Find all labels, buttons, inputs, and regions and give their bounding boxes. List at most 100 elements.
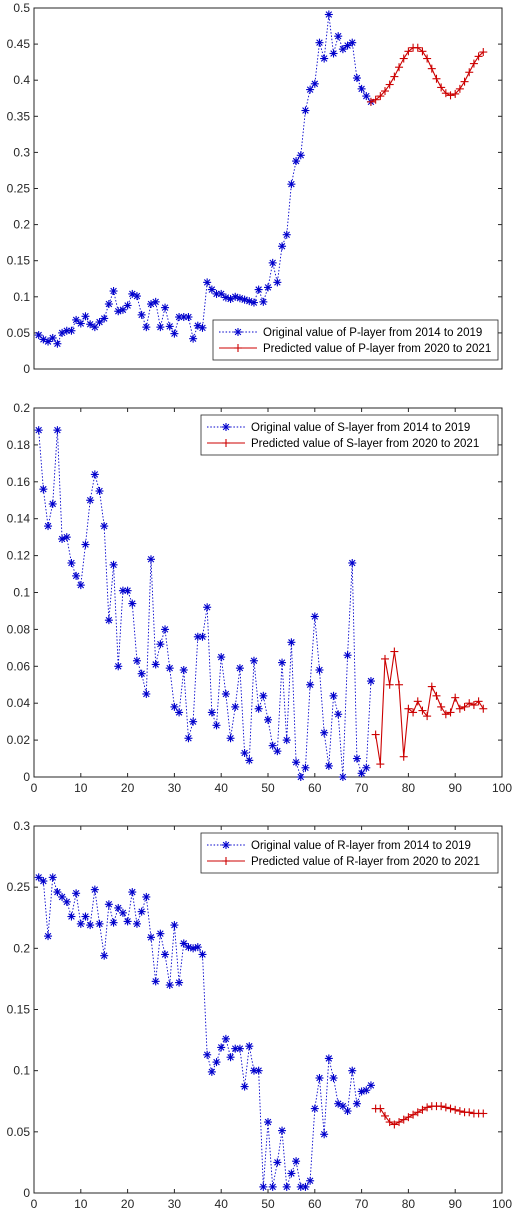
series-original (34, 873, 375, 1191)
y-tick-label: 0.08 (7, 622, 31, 636)
data-point (278, 658, 287, 667)
x-tick-label: 70 (355, 1197, 369, 1210)
data-point (395, 1118, 404, 1127)
data-point (207, 1067, 216, 1076)
y-tick-label: 0.3 (13, 819, 30, 833)
y-tick-label: 0.16 (7, 475, 31, 489)
data-point (310, 1104, 319, 1113)
data-point (357, 84, 366, 93)
data-point (324, 10, 333, 19)
data-point (409, 708, 418, 717)
data-point (352, 754, 361, 763)
data-point (381, 654, 389, 663)
data-point (184, 313, 193, 322)
y-tick-label: 0.05 (7, 1125, 31, 1139)
data-point (147, 933, 155, 942)
data-point (100, 951, 109, 960)
data-point (301, 763, 310, 772)
data-point (474, 697, 483, 706)
data-point (455, 1107, 464, 1116)
data-point (278, 1126, 287, 1135)
x-tick-label: 40 (215, 781, 229, 795)
data-point (348, 558, 357, 567)
y-tick-label: 0.05 (7, 326, 31, 340)
x-tick-label: 90 (449, 781, 463, 795)
data-point (385, 80, 394, 89)
data-point (381, 1111, 389, 1120)
x-tick-label: 10 (74, 1197, 88, 1210)
data-point (39, 877, 48, 886)
y-tick-label: 0.06 (7, 659, 31, 673)
data-point (343, 1107, 352, 1116)
series-original (34, 426, 375, 781)
data-point (465, 68, 474, 77)
p-layer-chart: 0 0.05 0.1 0.15 0.2 0.25 0.3 0.35 0.4 0.45 0.5 Orig… (7, 1, 503, 376)
data-point (315, 1074, 324, 1083)
data-point (95, 487, 104, 496)
data-point (76, 319, 85, 328)
data-point (362, 763, 371, 772)
y-tick-label: 0.3 (13, 145, 30, 159)
data-point (287, 180, 296, 189)
data-point (90, 885, 99, 894)
s-layer-chart: 0 0.02 0.04 0.06 0.08 0.1 0.12 0.14 0.16 0.18 0.2 0… (7, 401, 512, 795)
data-point (81, 540, 90, 549)
data-point (404, 704, 413, 713)
series-line (38, 877, 372, 1188)
data-point (203, 603, 212, 612)
data-point (390, 1120, 399, 1129)
data-point (404, 1113, 413, 1122)
data-point (67, 912, 76, 921)
data-point (86, 921, 95, 930)
data-point (34, 426, 43, 435)
x-tick-label: 70 (355, 781, 369, 795)
x-tick-label: 50 (261, 781, 275, 795)
data-point (142, 892, 151, 901)
data-point (48, 499, 57, 508)
data-point (81, 912, 90, 921)
data-point (137, 907, 146, 916)
data-point (469, 59, 478, 68)
data-point (81, 312, 90, 321)
data-point (132, 656, 141, 665)
legend-entry: Original value of S-layer from 2014 to 2… (251, 422, 470, 434)
data-point (249, 656, 258, 665)
data-point (376, 92, 385, 101)
data-point (217, 1043, 226, 1052)
x-tick-label: 100 (492, 781, 512, 795)
y-tick-label: 0.25 (7, 182, 31, 196)
data-point (437, 83, 446, 92)
legend-swatch-marker (222, 439, 230, 447)
data-point (90, 470, 99, 479)
data-point (432, 691, 441, 700)
data-point (427, 682, 436, 691)
data-point (404, 47, 413, 56)
data-point (455, 84, 464, 93)
y-tick-label: 0.2 (13, 218, 30, 232)
data-point (357, 769, 366, 778)
data-point (170, 702, 179, 711)
data-point (142, 323, 151, 332)
x-tick-label: 80 (402, 1197, 416, 1210)
data-point (254, 1066, 263, 1075)
data-point (86, 496, 95, 505)
data-point (320, 1130, 329, 1139)
data-point (385, 1118, 394, 1127)
data-point (95, 919, 104, 928)
legend-entry: Predicted value of S-layer from 2020 to … (251, 438, 479, 450)
data-point (437, 1102, 446, 1111)
data-point (62, 326, 71, 335)
data-point (161, 625, 170, 634)
legend-entry: Predicted value of R-layer from 2020 to … (251, 856, 480, 868)
data-point (175, 313, 184, 322)
data-point (413, 697, 422, 706)
data-point (465, 1108, 474, 1117)
data-point (324, 1054, 333, 1063)
legend: Original value of P-layer from 2014 to 2… (212, 319, 499, 361)
data-point (278, 242, 287, 251)
data-point (100, 522, 109, 531)
data-point (118, 908, 127, 917)
data-point (128, 599, 137, 608)
data-point (282, 736, 291, 745)
data-point (451, 89, 460, 98)
